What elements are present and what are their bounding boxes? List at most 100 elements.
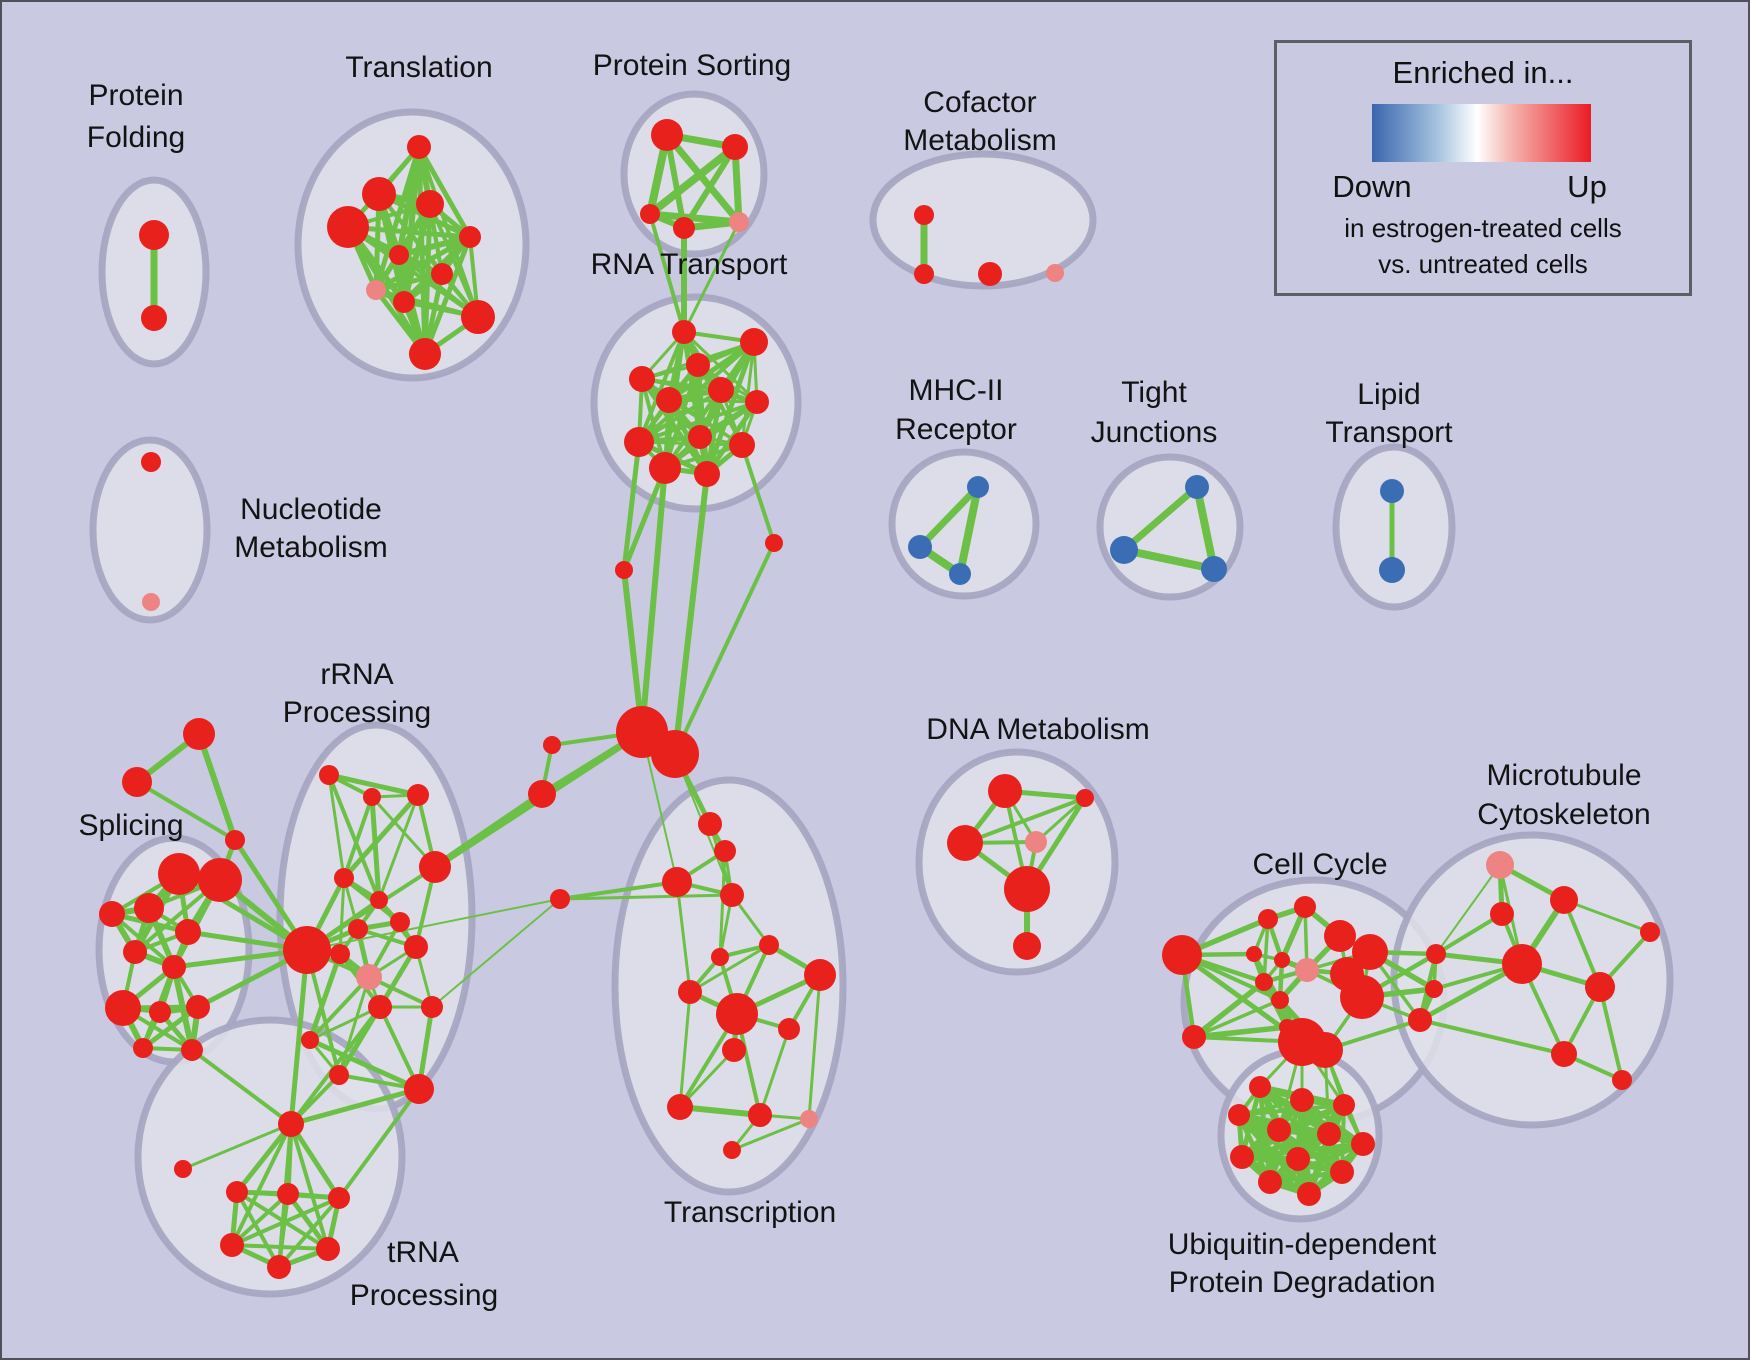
node-rr5[interactable] bbox=[334, 868, 354, 888]
node-tr3[interactable] bbox=[416, 190, 444, 218]
node-rr14[interactable] bbox=[404, 1074, 434, 1104]
node-tr11[interactable] bbox=[409, 338, 441, 370]
node-rt1[interactable] bbox=[672, 320, 696, 344]
node-tr4[interactable] bbox=[327, 206, 369, 248]
node-sp5[interactable] bbox=[175, 919, 201, 945]
node-bt1[interactable] bbox=[183, 718, 215, 750]
node-tr8[interactable] bbox=[366, 280, 386, 300]
node-mh2[interactable] bbox=[908, 535, 932, 559]
node-ub4[interactable] bbox=[1228, 1104, 1250, 1126]
node-t12[interactable] bbox=[667, 1094, 693, 1120]
node-dm4[interactable] bbox=[1025, 831, 1047, 853]
node-sp7[interactable] bbox=[162, 955, 186, 979]
node-rt12[interactable] bbox=[694, 461, 720, 487]
node-mt6[interactable] bbox=[1585, 972, 1615, 1002]
node-sp4[interactable] bbox=[99, 901, 125, 927]
node-rr15[interactable] bbox=[329, 1065, 349, 1085]
node-rt9[interactable] bbox=[688, 425, 712, 449]
node-tn3[interactable] bbox=[226, 1181, 248, 1203]
node-c1[interactable] bbox=[528, 780, 556, 808]
node-mt1[interactable] bbox=[1486, 851, 1514, 879]
node-cch[interactable] bbox=[1162, 935, 1202, 975]
node-rt11[interactable] bbox=[649, 452, 681, 484]
node-ub8[interactable] bbox=[1230, 1145, 1254, 1169]
node-cc11[interactable] bbox=[1340, 975, 1384, 1019]
node-sp6[interactable] bbox=[123, 940, 147, 964]
node-cc5[interactable] bbox=[1295, 958, 1319, 982]
node-dm5[interactable] bbox=[1004, 866, 1050, 912]
node-sp11[interactable] bbox=[133, 1038, 153, 1058]
node-tr1[interactable] bbox=[407, 135, 431, 159]
node-rt6[interactable] bbox=[656, 387, 682, 413]
node-rr8[interactable] bbox=[348, 919, 368, 939]
node-cc17[interactable] bbox=[1408, 1008, 1432, 1032]
node-t15[interactable] bbox=[723, 1141, 741, 1159]
node-cc10[interactable] bbox=[1271, 991, 1289, 1009]
node-mt9[interactable] bbox=[1612, 1070, 1632, 1090]
node-t3[interactable] bbox=[662, 867, 692, 897]
node-dm1[interactable] bbox=[988, 774, 1022, 808]
node-pf1[interactable] bbox=[139, 220, 169, 250]
node-dm6[interactable] bbox=[1013, 932, 1041, 960]
node-mt7[interactable] bbox=[1640, 922, 1660, 942]
node-ps2[interactable] bbox=[722, 134, 748, 160]
node-ub1[interactable] bbox=[1249, 1076, 1271, 1098]
node-tn2[interactable] bbox=[174, 1160, 192, 1178]
node-rr11[interactable] bbox=[330, 944, 350, 964]
node-ub3[interactable] bbox=[1333, 1094, 1355, 1116]
node-cc4[interactable] bbox=[1274, 952, 1290, 968]
node-cc2[interactable] bbox=[1294, 896, 1316, 918]
node-b1[interactable] bbox=[615, 561, 633, 579]
node-tr6[interactable] bbox=[389, 245, 409, 265]
node-th[interactable] bbox=[278, 1111, 304, 1137]
node-ps5[interactable] bbox=[729, 212, 749, 232]
node-ub10[interactable] bbox=[1330, 1160, 1354, 1184]
node-cc16[interactable] bbox=[1425, 980, 1443, 998]
node-g1[interactable] bbox=[283, 926, 331, 974]
node-sp8[interactable] bbox=[105, 990, 141, 1026]
node-rr1[interactable] bbox=[319, 765, 339, 785]
node-tn5[interactable] bbox=[328, 1187, 350, 1209]
node-tn7[interactable] bbox=[316, 1237, 340, 1261]
node-sp9[interactable] bbox=[149, 1001, 171, 1023]
node-sp3[interactable] bbox=[134, 893, 164, 923]
node-ub2[interactable] bbox=[1290, 1088, 1314, 1112]
node-cc14[interactable] bbox=[1307, 1032, 1343, 1068]
node-lt1[interactable] bbox=[1380, 479, 1404, 503]
node-ps4[interactable] bbox=[673, 217, 695, 239]
node-cm1[interactable] bbox=[914, 205, 934, 225]
node-t1[interactable] bbox=[698, 812, 722, 836]
node-rr17[interactable] bbox=[301, 1031, 319, 1049]
node-t14[interactable] bbox=[800, 1110, 818, 1128]
node-cc7[interactable] bbox=[1324, 920, 1356, 952]
node-t2[interactable] bbox=[714, 840, 736, 862]
node-cm2[interactable] bbox=[914, 264, 934, 284]
node-tj2[interactable] bbox=[1110, 536, 1138, 564]
node-rr6[interactable] bbox=[370, 891, 388, 909]
node-rt7[interactable] bbox=[745, 390, 769, 414]
node-mt8[interactable] bbox=[1551, 1041, 1577, 1067]
node-t5[interactable] bbox=[759, 935, 779, 955]
node-rt3[interactable] bbox=[686, 353, 710, 377]
node-cc15[interactable] bbox=[1426, 944, 1446, 964]
node-mt3[interactable] bbox=[1490, 902, 1514, 926]
node-tr9[interactable] bbox=[393, 291, 415, 313]
node-t8[interactable] bbox=[804, 959, 836, 991]
node-ccl[interactable] bbox=[1182, 1025, 1206, 1049]
node-lt2[interactable] bbox=[1379, 557, 1405, 583]
node-mh3[interactable] bbox=[949, 563, 971, 585]
node-rt5[interactable] bbox=[708, 377, 734, 403]
node-nm1[interactable] bbox=[141, 452, 161, 472]
node-ub6[interactable] bbox=[1317, 1122, 1341, 1146]
node-ub12[interactable] bbox=[1297, 1182, 1321, 1206]
node-sp1[interactable] bbox=[158, 853, 200, 895]
node-tn6[interactable] bbox=[220, 1233, 244, 1257]
node-ub7[interactable] bbox=[1351, 1132, 1375, 1156]
node-sp2[interactable] bbox=[198, 858, 242, 902]
node-bt3[interactable] bbox=[225, 830, 245, 850]
node-rr13[interactable] bbox=[421, 996, 443, 1018]
node-rr2[interactable] bbox=[363, 788, 381, 806]
node-cm4[interactable] bbox=[1046, 264, 1064, 282]
node-tr7[interactable] bbox=[431, 263, 453, 285]
node-tn8[interactable] bbox=[267, 1255, 291, 1279]
